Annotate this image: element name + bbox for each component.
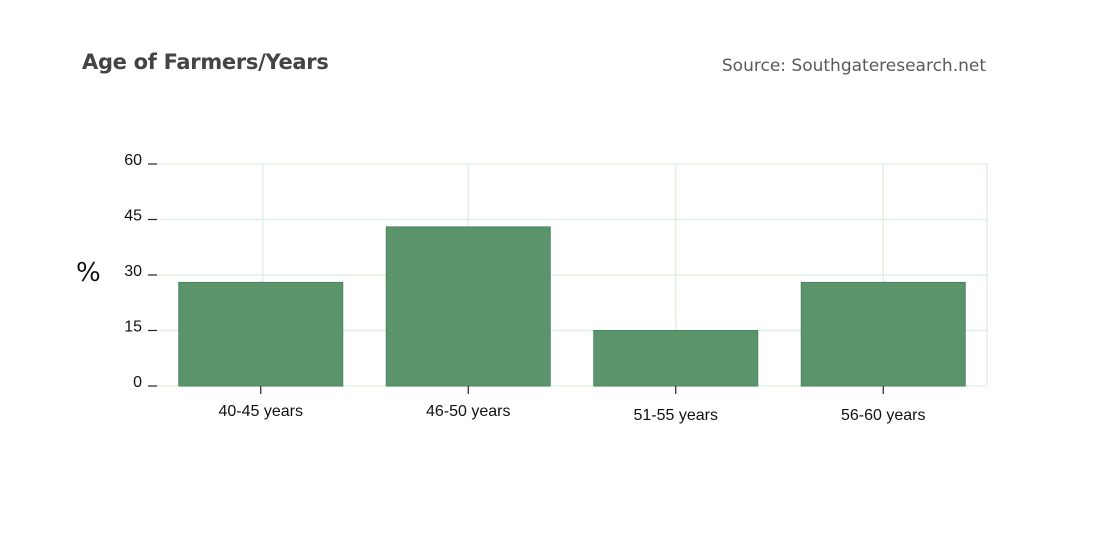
- x-tick-label: 40-45 years: [219, 403, 304, 420]
- y-axis-label: %: [76, 258, 101, 288]
- bar: [800, 281, 966, 387]
- y-tick-label: 60: [124, 152, 142, 169]
- bar: [593, 330, 759, 387]
- x-tick-label: 56-60 years: [841, 407, 926, 424]
- y-tick-label: 0: [133, 374, 142, 391]
- bar: [178, 281, 344, 387]
- bar: [385, 226, 551, 387]
- y-tick-label: 15: [124, 319, 142, 336]
- y-tick-label: 45: [124, 208, 142, 225]
- source-label: Source: Southgateresearch.net: [721, 56, 986, 76]
- x-tick-label: 46-50 years: [426, 403, 511, 420]
- chart-title: Age of Farmers/Years: [82, 50, 329, 74]
- x-tick-label: 51-55 years: [634, 407, 719, 424]
- y-tick-label: 30: [124, 263, 142, 280]
